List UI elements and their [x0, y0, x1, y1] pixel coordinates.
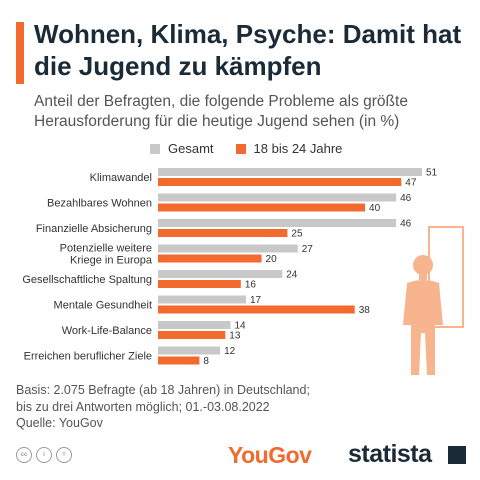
legend-label-gesamt: Gesamt — [168, 141, 214, 156]
data-label-jugend: 40 — [369, 203, 381, 214]
bar-jugend — [158, 305, 355, 314]
category-label: Bezahlbares Wohnen — [47, 198, 152, 210]
data-label-jugend: 38 — [359, 305, 371, 316]
chart-subtitle: Anteil der Befragten, die folgende Probl… — [34, 93, 408, 130]
source-note: Quelle: YouGov — [16, 416, 103, 430]
category-label: Erreichen beruflicher Ziele — [24, 351, 152, 363]
data-label-jugend: 13 — [229, 331, 241, 342]
bar-gesamt — [158, 346, 221, 355]
data-label-gesamt: 51 — [426, 168, 438, 179]
legend-swatch-gesamt — [150, 143, 160, 154]
data-label-gesamt: 17 — [250, 295, 262, 306]
title-accent-bar — [16, 22, 24, 84]
data-label-gesamt: 12 — [224, 346, 236, 357]
footnote-basis-line1: Basis: 2.075 Befragte (ab 18 Jahren) in … — [16, 383, 310, 397]
data-label-gesamt: 46 — [400, 193, 412, 204]
bar-jugend — [158, 203, 366, 212]
bar-jugend — [158, 254, 262, 263]
chart-legend: Gesamt 18 bis 24 Jahre — [150, 141, 364, 156]
young-person-illustration-icon — [403, 226, 464, 375]
legend-item-gesamt: Gesamt — [150, 141, 214, 156]
bar-gesamt — [158, 244, 298, 253]
bar-gesamt — [158, 193, 397, 202]
legend-swatch-jugend — [235, 143, 246, 154]
data-label-gesamt: 27 — [302, 244, 314, 255]
bar-gesamt — [158, 295, 246, 304]
bar-jugend — [158, 229, 288, 237]
bar-jugend — [158, 356, 200, 365]
category-label: Work-Life-Balance — [62, 325, 152, 337]
footnote-basis-line2: bis zu drei Antworten möglich; 01.-03.08… — [16, 400, 270, 414]
attribution-icon: i — [36, 447, 52, 463]
footnote: Basis: 2.075 Befragte (ab 18 Jahren) in … — [16, 382, 456, 416]
bar-gesamt — [158, 321, 231, 329]
data-label-jugend: 20 — [266, 254, 278, 265]
legend-item-jugend: 18 bis 24 Jahre — [235, 141, 343, 156]
cc-icon: cc — [16, 447, 32, 463]
category-label: Finanzielle Absicherung — [36, 223, 152, 235]
data-label-gesamt: 24 — [286, 270, 298, 281]
bar-gesamt — [158, 168, 422, 176]
bar-gesamt — [158, 219, 397, 227]
data-label-jugend: 8 — [203, 356, 209, 367]
bar-jugend — [158, 280, 241, 288]
chart-title: Wohnen, Klima, Psyche: Damit hat die Jug… — [34, 19, 462, 81]
category-label: Mentale Gesundheit — [54, 300, 152, 312]
yougov-logo: YouGov — [228, 442, 312, 468]
statista-logo-mark-icon — [448, 446, 466, 464]
noderivs-icon: = — [56, 447, 72, 463]
legend-label-jugend: 18 bis 24 Jahre — [253, 141, 343, 156]
category-label: Potenzielle weitere Kriege in Europa — [60, 243, 153, 267]
category-label: Klimawandel — [90, 172, 152, 184]
bar-jugend — [158, 331, 226, 339]
statista-logo: statista — [348, 440, 432, 468]
data-label-jugend: 25 — [291, 229, 303, 240]
license-icons: cc i = — [16, 447, 76, 463]
bar-jugend — [158, 178, 402, 186]
data-label-gesamt: 46 — [400, 219, 412, 230]
category-label: Gesellschaftliche Spaltung — [22, 274, 152, 286]
data-label-gesamt: 14 — [234, 321, 246, 332]
bar-gesamt — [158, 270, 283, 278]
data-label-jugend: 47 — [405, 178, 417, 189]
data-label-jugend: 16 — [245, 280, 257, 291]
